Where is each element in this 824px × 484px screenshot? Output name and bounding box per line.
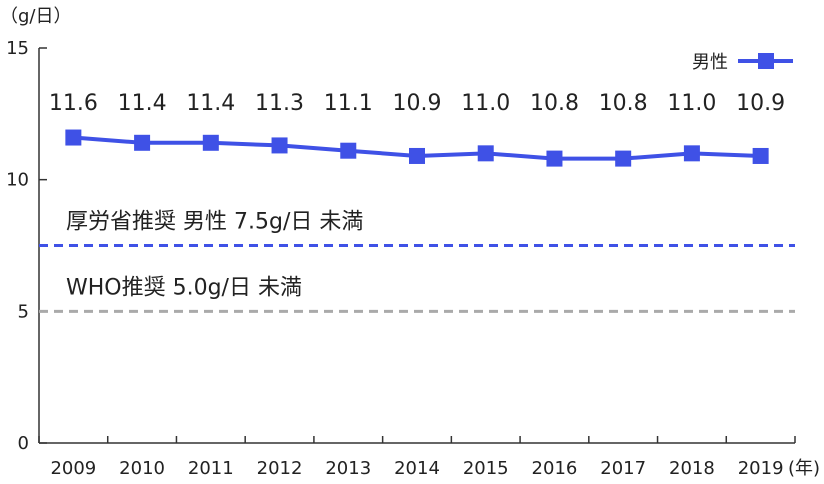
x-tick-label: 2016	[532, 458, 578, 479]
y-tick-label: 0	[18, 433, 29, 454]
x-tick-label: 2014	[394, 458, 440, 479]
x-axis-unit-label: (年)	[788, 458, 820, 479]
data-point	[65, 129, 82, 146]
y-tick-label: 10	[6, 170, 29, 191]
x-tick-label: 2019	[738, 458, 784, 479]
y-tick-label: 5	[18, 301, 29, 322]
y-axis-unit-label: （g/日）	[0, 6, 72, 27]
data-label: 10.8	[599, 91, 648, 116]
data-label: 10.9	[736, 91, 785, 116]
legend-marker-swatch	[758, 53, 774, 69]
data-point	[683, 145, 700, 162]
reference-line-label: 厚労省推奨 男性 7.5g/日 未満	[66, 210, 363, 235]
x-tick-label: 2018	[669, 458, 715, 479]
data-point	[477, 145, 494, 162]
data-point	[340, 142, 357, 159]
y-tick-label: 15	[6, 38, 29, 59]
reference-line-label: WHO推奨 5.0g/日 未満	[66, 275, 302, 300]
data-label: 11.1	[324, 91, 373, 116]
data-point	[615, 150, 632, 167]
x-tick-label: 2017	[600, 458, 646, 479]
legend-label: 男性	[692, 52, 728, 73]
legend: 男性	[692, 52, 793, 73]
data-label: 11.3	[255, 91, 304, 116]
series-layer: 11.6 11.4 11.4 11.3 11.1 10.9 11.0 10.8 10.8 11.0…	[49, 91, 785, 167]
reference-lines: 厚労省推奨 男性 7.5g/日 未満 WHO推奨 5.0g/日 未満	[39, 210, 795, 313]
data-label: 11.4	[186, 91, 235, 116]
data-point	[134, 134, 151, 151]
x-tick-label: 2013	[325, 458, 371, 479]
axes: 0 5 10 15 2009 2010 2011 2012 2013 2014 2015 2016 20…	[6, 38, 820, 479]
data-point	[752, 147, 769, 164]
data-point	[202, 134, 219, 151]
data-label: 11.0	[461, 91, 510, 116]
data-point	[409, 147, 425, 164]
x-tick-label: 2012	[257, 458, 303, 479]
data-label: 10.8	[530, 91, 579, 116]
data-point	[546, 150, 563, 167]
data-label: 11.6	[49, 91, 98, 116]
x-tick-label: 2011	[188, 458, 234, 479]
x-tick-label: 2010	[119, 458, 165, 479]
data-point	[271, 137, 288, 154]
data-label: 11.0	[667, 91, 716, 116]
x-tick-label: 2015	[463, 458, 509, 479]
data-label: 11.4	[118, 91, 167, 116]
data-label: 10.9	[393, 91, 442, 116]
x-tick-label: 2009	[50, 458, 96, 479]
